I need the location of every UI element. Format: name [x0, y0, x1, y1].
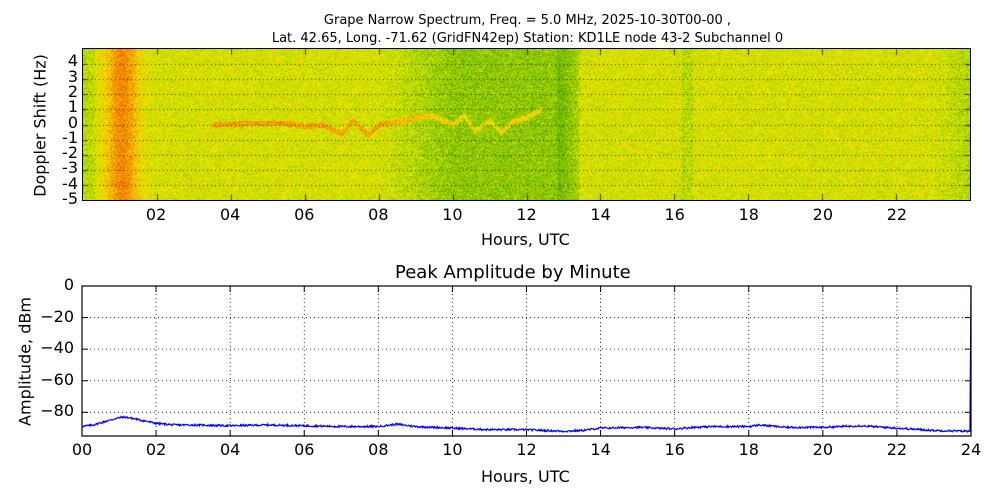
amplitude-y-tick: 0	[63, 275, 74, 294]
spectrogram-x-tick: 02	[145, 205, 167, 224]
amplitude-plot-frame	[81, 285, 972, 437]
amplitude-x-tick: 24	[960, 440, 982, 459]
spectrogram-x-axis-label: Hours, UTC	[481, 230, 570, 249]
spectrogram-y-tick: -3	[62, 158, 78, 178]
amplitude-x-tick: 04	[219, 440, 241, 459]
amplitude-x-tick: 20	[812, 440, 833, 459]
amplitude-plot-title: Peak Amplitude by Minute	[395, 262, 631, 283]
amplitude-x-tick: 22	[886, 440, 908, 459]
spectrogram-x-tick: 18	[738, 205, 759, 224]
spectrogram-x-tick: 20	[812, 205, 833, 224]
figure-title-line-2: Lat. 42.65, Long. -71.62 (GridFN42ep) St…	[271, 31, 784, 46]
amplitude-x-tick: 02	[145, 440, 167, 459]
amplitude-x-tick: 16	[664, 440, 685, 459]
spectrogram-x-tick: 08	[368, 205, 389, 224]
amplitude-x-tick: 00	[71, 440, 93, 459]
amplitude-y-tick: −40	[40, 338, 74, 358]
amplitude-x-axis-label: Hours, UTC	[481, 467, 570, 486]
spectrogram-plot	[82, 48, 971, 201]
amplitude-y-axis-label: Amplitude, dBm	[15, 297, 35, 426]
spectrogram-heatmap	[83, 49, 970, 200]
amplitude-x-tick: 06	[294, 440, 315, 459]
spectrogram-y-tick: -5	[62, 189, 78, 208]
spectrogram-x-tick: 06	[294, 205, 315, 224]
amplitude-x-tick: 18	[738, 440, 759, 459]
spectrogram-y-tick: -2	[62, 143, 78, 163]
spectrogram-x-tick: 22	[886, 205, 908, 224]
amplitude-x-tick: 12	[516, 440, 537, 459]
spectrogram-y-tick: 4	[67, 51, 78, 71]
amplitude-y-tick: −80	[40, 401, 74, 421]
amplitude-x-tick: 10	[442, 440, 463, 459]
spectrogram-y-tick: 2	[67, 81, 78, 101]
spectrogram-x-tick: 10	[442, 205, 463, 224]
spectrogram-y-tick: 1	[67, 97, 78, 117]
spectrogram-y-tick: -1	[62, 127, 78, 147]
spectrogram-x-tick: 12	[516, 205, 537, 224]
amplitude-y-tick: −20	[40, 306, 74, 326]
amplitude-series-line	[81, 285, 972, 433]
spectrogram-x-tick: 04	[219, 205, 241, 224]
amplitude-x-tick: 14	[590, 440, 611, 459]
spectrogram-y-tick: -4	[62, 173, 78, 193]
figure-title-line-1: Grape Narrow Spectrum, Freq. = 5.0 MHz, …	[323, 13, 732, 28]
amplitude-y-tick: −60	[40, 369, 74, 389]
spectrogram-x-tick: 14	[590, 205, 611, 224]
spectrogram-y-tick: 0	[67, 112, 78, 132]
spectrogram-y-tick: 3	[67, 66, 78, 86]
amplitude-x-tick: 08	[368, 440, 389, 459]
spectrogram-x-tick: 16	[664, 205, 685, 224]
